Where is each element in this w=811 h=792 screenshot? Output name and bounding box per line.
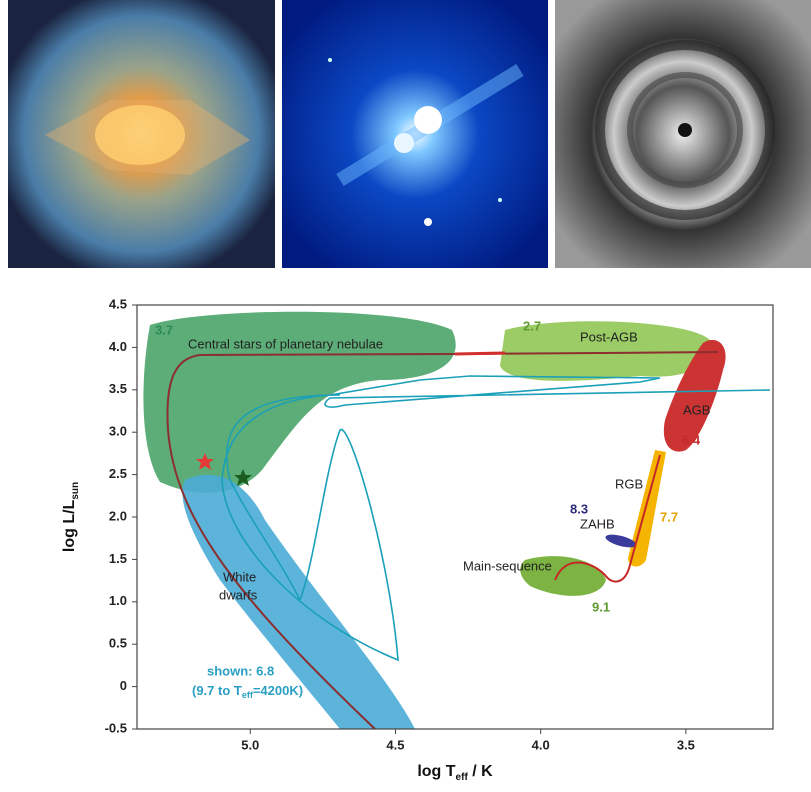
annotation: dwarfs xyxy=(219,587,258,602)
y-tick-label: 2.0 xyxy=(109,508,127,523)
annotation: ZAHB xyxy=(580,516,615,531)
y-tick-label: -0.5 xyxy=(105,720,127,735)
annotation: RGB xyxy=(615,476,643,491)
annotation: 9.1 xyxy=(592,599,610,614)
annotation: 8.3 xyxy=(570,501,588,516)
annotation: 6.4 xyxy=(682,432,701,447)
annotation: AGB xyxy=(683,402,710,417)
annotation: 2.7 xyxy=(523,318,541,333)
x-axis-label-main: log T xyxy=(417,763,455,780)
x-tick-label: 4.5 xyxy=(386,737,404,752)
x-tick-label: 3.5 xyxy=(677,737,695,752)
annotation: Post-AGB xyxy=(580,329,638,344)
annotation-after: =4200K) xyxy=(253,683,303,698)
y-tick-label: 2.5 xyxy=(109,466,127,481)
annotation: shown: 6.8 xyxy=(207,663,274,678)
y-axis-label-main: log L/L xyxy=(61,499,78,552)
annotation: (9.7 to Teff=4200K) xyxy=(192,683,303,700)
y-tick-label: 0.5 xyxy=(109,636,127,651)
images xyxy=(8,0,811,268)
y-axis-label: log L/Lsun xyxy=(61,482,80,552)
annotation: 7.7 xyxy=(660,509,678,524)
x-tick-label: 5.0 xyxy=(241,737,259,752)
y-tick-label: 3.5 xyxy=(109,381,127,396)
annotation-main: (9.7 to T xyxy=(192,683,242,698)
x-tick-label: 4.0 xyxy=(532,737,550,752)
y-tick-label: 1.0 xyxy=(109,593,127,608)
annotation: White xyxy=(223,569,256,584)
figure: -0.5 0 0.5 1.0 1.5 2.0 2.5 3.0 3.5 4.0 4.5 5.0 4.5 4.… xyxy=(0,0,811,787)
y-tick-label: 4.0 xyxy=(109,339,127,354)
y-tick-label: 4.5 xyxy=(109,296,127,311)
annotation: 3.7 xyxy=(155,322,173,337)
x-axis-label-after: / K xyxy=(468,763,493,780)
annotation: Central stars of planetary nebulae xyxy=(188,336,383,351)
y-tick-label: 0 xyxy=(120,678,127,693)
annotation: Main-sequence xyxy=(463,558,552,573)
y-tick-label: 1.5 xyxy=(109,551,127,566)
x-axis-label: log Teff / K xyxy=(417,763,493,782)
x-axis-label-sub: eff xyxy=(456,772,469,783)
y-axis-label-sub: sun xyxy=(70,482,81,500)
y-tick-label: 3.0 xyxy=(109,424,127,439)
